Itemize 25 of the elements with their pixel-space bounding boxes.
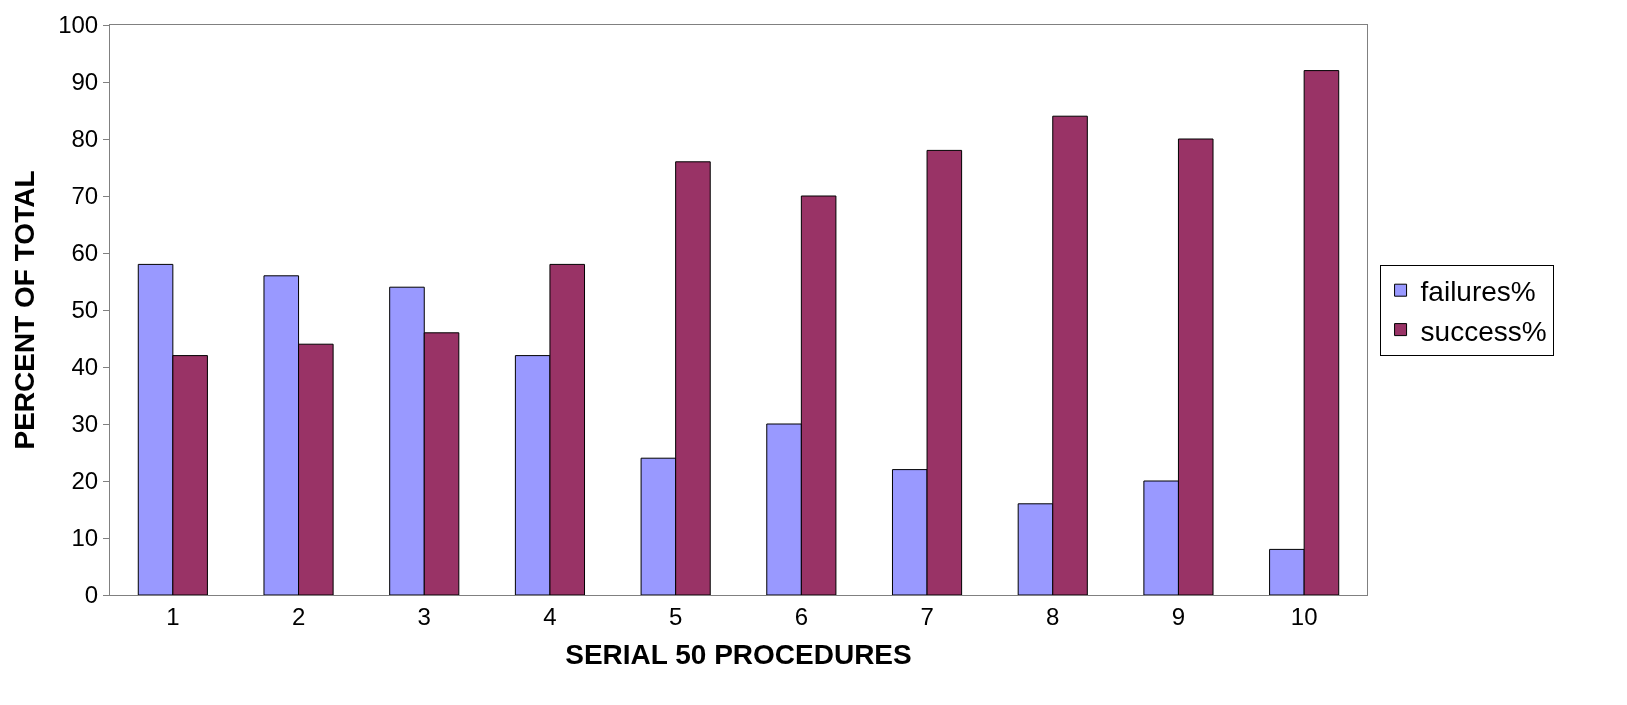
- x-tick-label: 9: [1171, 602, 1186, 630]
- x-axis-title: SERIAL 50 PROCEDURES: [565, 638, 912, 670]
- x-tick-label: 7: [920, 602, 934, 630]
- y-axis-title: PERCENT OF TOTAL: [8, 170, 40, 450]
- y-tick-label: 60: [71, 239, 99, 267]
- y-tick-label: 10: [71, 524, 99, 552]
- x-tick-label: 4: [543, 602, 557, 630]
- y-tick-label: 90: [71, 68, 99, 96]
- x-tick-label: 10: [1290, 602, 1318, 630]
- y-tick-label: 80: [71, 125, 99, 153]
- x-tick-label: 8: [1046, 602, 1060, 630]
- x-tick-label: 6: [794, 602, 809, 630]
- x-tick-label: 3: [417, 602, 431, 630]
- y-tick-label: 70: [71, 182, 99, 210]
- y-tick-label: 40: [71, 353, 99, 381]
- x-tick-label: 1: [166, 602, 180, 630]
- x-tick-label: 5: [668, 602, 683, 630]
- y-tick-label: 20: [71, 467, 99, 495]
- y-tick-label: 30: [71, 410, 99, 438]
- y-tick-label: 50: [71, 296, 99, 324]
- legend-label: success%: [1420, 315, 1547, 347]
- legend-label: failures%: [1420, 276, 1536, 308]
- x-tick-label: 2: [291, 602, 306, 630]
- y-tick-label: 0: [84, 581, 99, 609]
- y-tick-label: 100: [58, 11, 99, 39]
